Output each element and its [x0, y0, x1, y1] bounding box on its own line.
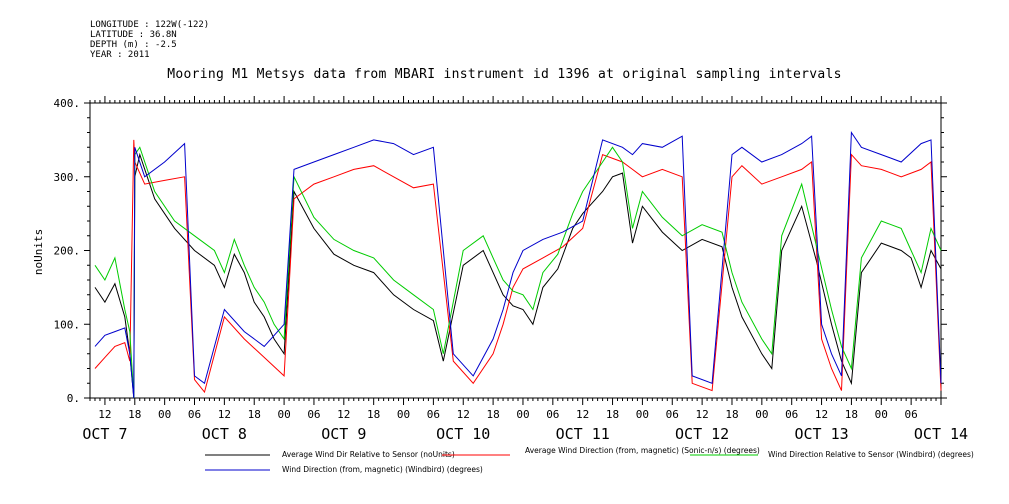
x-tick-label: 12 [576, 408, 589, 421]
series-line-2 [94, 139, 942, 394]
y-axis-label: noUnits [32, 229, 45, 275]
x-tick-label: 12 [98, 408, 111, 421]
x-tick-label: 18 [606, 408, 619, 421]
year-text: YEAR : 2011 [90, 50, 150, 60]
chart-title: Mooring M1 Metsys data from MBARI instru… [167, 67, 842, 82]
x-tick-label: 06 [666, 408, 679, 421]
y-tick-label: 400. [54, 97, 81, 110]
y-tick-label: 200. [54, 245, 81, 258]
legend: Average Wind Dir Relative to Sensor (noU… [205, 446, 974, 474]
day-label: OCT 12 [675, 425, 729, 443]
series-line-3 [94, 146, 942, 399]
y-tick-label: 0. [67, 392, 80, 405]
x-tick-label: 00 [636, 408, 649, 421]
latitude-text: LATITUDE : 36.8N [90, 30, 177, 40]
x-tick-label: 18 [845, 408, 858, 421]
legend-label-1: Average Wind Dir Relative to Sensor (noU… [282, 450, 455, 459]
longitude-text: LONGITUDE : 122W(-122) [90, 20, 210, 30]
x-tick-label: 18 [725, 408, 738, 421]
day-label: OCT 7 [82, 425, 127, 443]
plot-area: 12 18 00 06 12 18 00 06 12 18 00 06 12 18 00 06 12 18 00 06… [54, 96, 968, 443]
day-label: OCT 11 [556, 425, 610, 443]
x-tick-label: 12 [695, 408, 708, 421]
series-line-4 [94, 130, 942, 399]
metadata-block: LONGITUDE : 122W(-122) LATITUDE : 36.8N … [90, 20, 209, 60]
x-tick-label: 18 [486, 408, 499, 421]
day-label: OCT 14 [914, 425, 968, 443]
legend-label-4: Wind Direction (from, magnetic) (Windbir… [282, 465, 483, 474]
legend-label-2: Average Wind Direction (from, magnetic) … [525, 446, 760, 455]
day-label: OCT 13 [794, 425, 848, 443]
x-tick-label: 06 [188, 408, 201, 421]
x-tick-label: 00 [158, 408, 171, 421]
x-tick-label: 00 [277, 408, 290, 421]
y-tick-label: 100. [54, 318, 81, 331]
x-tick-label: 12 [337, 408, 350, 421]
x-tick-label: 12 [218, 408, 231, 421]
x-tick-label: 06 [427, 408, 440, 421]
x-tick-label: 06 [785, 408, 798, 421]
x-tick-label: 06 [905, 408, 918, 421]
x-tick-label: 00 [875, 408, 888, 421]
x-tick-label: 12 [457, 408, 470, 421]
depth-text: DEPTH (m) : -2.5 [90, 40, 177, 50]
legend-label-3: Wind Direction Relative to Sensor (Windb… [768, 450, 974, 459]
x-tick-label: 06 [307, 408, 320, 421]
x-tick-label: 18 [367, 408, 380, 421]
y-tick-label: 300. [54, 171, 81, 184]
day-label: OCT 8 [202, 425, 247, 443]
x-tick-label: 12 [815, 408, 828, 421]
day-label: OCT 9 [321, 425, 366, 443]
series-line-1 [94, 152, 942, 399]
x-tick-label: 00 [397, 408, 410, 421]
x-tick-label: 00 [516, 408, 529, 421]
x-tick-label: 06 [546, 408, 559, 421]
x-tick-label: 18 [248, 408, 261, 421]
x-tick-label: 18 [128, 408, 141, 421]
day-label: OCT 10 [436, 425, 490, 443]
x-tick-label: 00 [755, 408, 768, 421]
